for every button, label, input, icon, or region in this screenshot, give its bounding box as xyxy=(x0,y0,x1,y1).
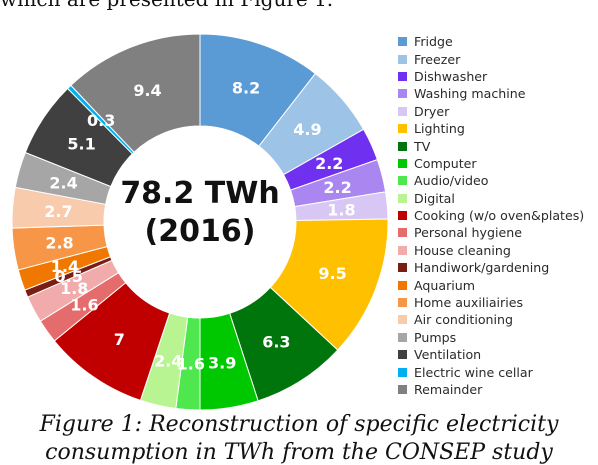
legend-label: House cleaning xyxy=(414,242,511,258)
data-label-handiwork-gardening: 0.5 xyxy=(55,267,83,286)
legend-label: Aquarium xyxy=(414,277,476,293)
legend-item-tv: TV xyxy=(398,137,584,154)
legend-label: Washing machine xyxy=(414,86,526,102)
data-label-pumps: 2.4 xyxy=(49,173,77,192)
legend-item-washing-machine: Washing machine xyxy=(398,85,584,102)
legend-label: Dishwasher xyxy=(414,68,488,84)
data-label-computer: 3.9 xyxy=(208,353,236,372)
legend-label: Pumps xyxy=(414,329,457,345)
legend-swatch xyxy=(398,298,407,308)
legend-swatch xyxy=(398,245,407,255)
data-label-ventilation: 5.1 xyxy=(67,135,95,154)
legend-label: Electric wine cellar xyxy=(414,364,533,380)
figure-caption-line-2: consumption in TWh from the CONSEP study xyxy=(45,440,553,465)
slice-remainder xyxy=(70,33,201,153)
legend-label: Air conditioning xyxy=(414,312,513,328)
data-label-freezer: 4.9 xyxy=(293,120,321,139)
legend-item-ventilation: Ventilation xyxy=(398,346,584,363)
legend-swatch xyxy=(398,71,407,81)
legend-swatch xyxy=(398,263,407,273)
legend-swatch xyxy=(398,385,407,394)
legend-swatch xyxy=(398,193,407,203)
figure-caption-line-1: Figure 1: Reconstruction of specific ele… xyxy=(39,412,559,437)
intro-text: which are presented in Figure 1. xyxy=(0,0,333,11)
legend-label: Dryer xyxy=(414,103,450,119)
legend-item-cooking-w-o-oven-plates: Cooking (w/o oven&plates) xyxy=(398,207,584,224)
slice-computer xyxy=(199,312,259,410)
data-label-digital: 2.4 xyxy=(154,351,182,370)
center-year-label: (2016) xyxy=(144,214,256,249)
data-label-lighting: 9.5 xyxy=(318,264,346,283)
legend-item-freezer: Freezer xyxy=(398,50,584,67)
legend-swatch xyxy=(398,124,407,134)
data-label-washing-machine: 2.2 xyxy=(323,178,351,197)
data-label-personal-hygiene: 1.6 xyxy=(70,296,98,315)
legend-item-home-auxiliairies: Home auxiliairies xyxy=(398,294,584,311)
legend-label: Handiwork/gardening xyxy=(414,260,550,276)
legend-swatch xyxy=(398,315,407,325)
data-label-house-cleaning: 1.8 xyxy=(60,279,88,298)
legend-item-aquarium: Aquarium xyxy=(398,276,584,293)
data-label-dryer: 1.8 xyxy=(327,200,355,219)
legend-swatch xyxy=(398,106,407,116)
center-total-label: 78.2 TWh xyxy=(120,176,280,211)
legend-swatch xyxy=(398,332,407,342)
data-label-electric-wine-cellar: 0.3 xyxy=(87,111,115,130)
legend-swatch xyxy=(398,54,407,64)
legend-swatch xyxy=(398,158,407,168)
data-label-tv: 6.3 xyxy=(262,333,290,352)
data-label-home-auxiliairies: 2.8 xyxy=(45,234,73,253)
legend-swatch xyxy=(398,141,407,151)
legend-item-fridge: Fridge xyxy=(398,33,584,50)
data-label-fridge: 8.2 xyxy=(232,79,260,98)
data-label-aquarium: 1.4 xyxy=(51,257,79,276)
legend-label: Computer xyxy=(414,155,477,171)
legend-item-lighting: Lighting xyxy=(398,120,584,137)
legend-swatch xyxy=(398,367,407,377)
legend-swatch xyxy=(398,211,407,221)
legend-item-computer: Computer xyxy=(398,155,584,172)
data-label-dishwasher: 2.2 xyxy=(315,154,343,173)
legend-swatch xyxy=(398,350,407,360)
legend-item-electric-wine-cellar: Electric wine cellar xyxy=(398,363,584,380)
legend-item-handiwork-gardening: Handiwork/gardening xyxy=(398,259,584,276)
legend-label: Fridge xyxy=(414,34,453,50)
legend-swatch xyxy=(398,37,407,47)
legend-swatch xyxy=(398,89,407,99)
legend-label: Digital xyxy=(414,190,455,206)
legend-label: Remainder xyxy=(414,382,483,397)
legend-label: Cooking (w/o oven&plates) xyxy=(414,208,585,224)
legend-item-pumps: Pumps xyxy=(398,329,584,346)
legend-swatch xyxy=(398,176,407,186)
data-label-audio-video: 1.6 xyxy=(177,355,205,374)
legend-label: Lighting xyxy=(414,121,465,137)
legend-swatch xyxy=(398,228,407,238)
legend-item-remainder: Remainder xyxy=(398,381,584,398)
legend-label: Freezer xyxy=(414,51,461,67)
legend-item-digital: Digital xyxy=(398,190,584,207)
legend-label: Ventilation xyxy=(414,347,482,363)
legend-label: Home auxiliairies xyxy=(414,295,524,311)
legend-label: TV xyxy=(414,138,431,154)
chart-legend: Fridge Freezer Dishwasher Washing machine Dr… xyxy=(398,33,584,398)
legend-label: Audio/video xyxy=(414,173,489,189)
legend-item-dryer: Dryer xyxy=(398,103,584,120)
legend-label: Personal hygiene xyxy=(414,225,522,241)
data-label-air-conditioning: 2.7 xyxy=(44,202,72,221)
donut-chart: 8.24.92.22.21.89.56.33.91.62.471.61.80.5… xyxy=(11,33,389,410)
legend-item-house-cleaning: House cleaning xyxy=(398,242,584,259)
legend-item-personal-hygiene: Personal hygiene xyxy=(398,224,584,241)
legend-item-air-conditioning: Air conditioning xyxy=(398,311,584,328)
legend-item-audio-video: Audio/video xyxy=(398,172,584,189)
legend-item-dishwasher: Dishwasher xyxy=(398,68,584,85)
legend-swatch xyxy=(398,280,407,290)
data-label-cooking-w-o-oven-plates: 7 xyxy=(114,330,125,349)
data-label-remainder: 9.4 xyxy=(133,81,161,100)
